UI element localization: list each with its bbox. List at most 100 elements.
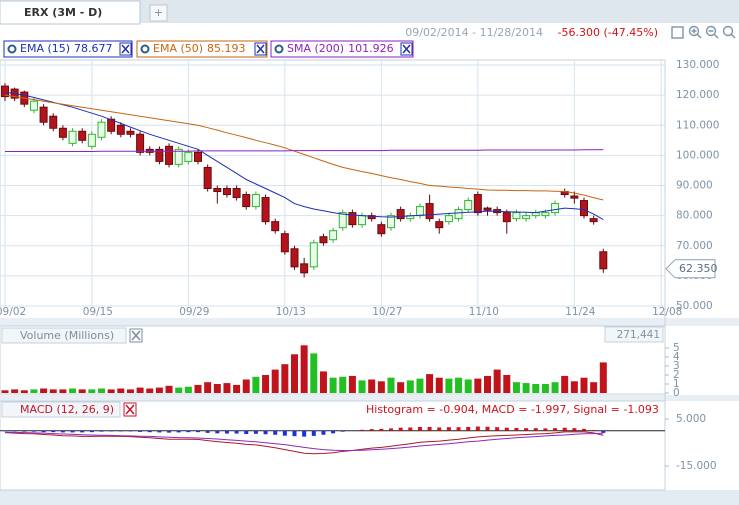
legend-icon <box>7 44 17 54</box>
histogram-bar <box>31 430 36 432</box>
volume-bar <box>20 390 28 393</box>
panel-close-glyph <box>125 404 135 415</box>
legend-item[interactable] <box>3 40 133 58</box>
histogram-bar <box>398 427 403 431</box>
y-tick-label: 3 <box>673 360 680 372</box>
volume-bar <box>1 390 9 393</box>
y-tick-label: 110.000 <box>676 119 719 131</box>
price-change: -56.300 (-47.45%) <box>558 26 658 39</box>
legend-label: SMA (200) 101.926 <box>287 42 394 55</box>
plot-area <box>0 400 666 491</box>
y-tick-label: 70.000 <box>676 240 713 252</box>
candle-body <box>126 130 135 135</box>
volume-bar <box>11 389 19 393</box>
candle-body <box>300 263 309 274</box>
candle-body <box>454 209 463 220</box>
histogram-bar <box>118 430 123 432</box>
y-tick-label: 1 <box>673 378 680 390</box>
volume-bar <box>117 388 125 393</box>
volume-bar <box>406 380 414 393</box>
candle-body <box>203 166 212 190</box>
volume-bar <box>165 385 173 393</box>
volume-bar <box>416 378 424 393</box>
volume-bar <box>59 389 67 393</box>
histogram-bar <box>427 426 432 431</box>
histogram-bar <box>331 430 336 434</box>
plot-area <box>0 325 666 395</box>
total-label: 271,441 <box>617 329 660 341</box>
volume-bar <box>69 388 77 393</box>
legend-value: 85.193 <box>207 42 246 55</box>
legend-item[interactable] <box>270 40 414 58</box>
volume-bar <box>271 369 279 393</box>
histogram-bar <box>360 429 365 431</box>
candle-body <box>242 194 251 208</box>
candle-body <box>136 133 145 153</box>
volume-bar <box>300 345 308 393</box>
candle-body <box>116 124 125 135</box>
candle-body <box>194 151 202 162</box>
candle-body <box>29 100 38 111</box>
candle-body <box>502 212 511 223</box>
histogram-bar <box>389 428 393 431</box>
candle-body <box>184 151 193 162</box>
candle-body <box>309 242 318 268</box>
candle-body <box>599 251 608 270</box>
histogram-bar <box>205 430 210 433</box>
histogram-bar <box>340 430 345 432</box>
volume-bar <box>348 375 356 393</box>
histogram-bar <box>196 430 200 433</box>
macd-line <box>4 431 604 455</box>
panel-title-box <box>1 327 127 344</box>
zoom-reset-button[interactable] <box>722 25 734 37</box>
volume-bar <box>88 389 96 393</box>
candle-body <box>232 188 241 199</box>
volume-bar <box>223 383 231 393</box>
volume-bar <box>493 369 501 393</box>
histogram-bar <box>533 428 538 431</box>
histogram-bar <box>591 430 596 431</box>
panel-title-box <box>1 401 121 418</box>
volume-bar <box>213 384 221 393</box>
candle-body <box>1 85 9 98</box>
candle-body <box>358 215 367 226</box>
candle-body <box>290 248 299 268</box>
total-box <box>604 326 664 343</box>
date-range: 09/02/2014 - 11/28/2014 <box>405 26 543 39</box>
fit-button[interactable] <box>671 26 684 39</box>
panel-separator <box>0 395 739 401</box>
y-tick-label: -15.000 <box>676 460 717 472</box>
candle-body <box>444 215 453 223</box>
legend-name: EMA (50) <box>153 42 203 55</box>
legend-close-glyph <box>402 44 411 54</box>
volume-bar <box>397 382 405 393</box>
volume-bar <box>599 362 607 393</box>
histogram-bar <box>601 430 606 433</box>
histogram-bar <box>60 430 65 433</box>
new-tab-button[interactable] <box>149 4 168 22</box>
zoom-out-button[interactable] <box>705 25 717 37</box>
histogram-bar <box>234 430 239 434</box>
histogram-bar <box>138 430 143 432</box>
legend-name: SMA (200) <box>287 42 344 55</box>
histogram-bar <box>263 430 268 435</box>
panel-title: MACD (12, 26, 9) <box>20 403 114 416</box>
panel-separator <box>0 318 739 326</box>
tab[interactable] <box>0 0 141 25</box>
legend-item[interactable] <box>136 40 268 58</box>
histogram-bar <box>417 426 422 431</box>
histogram-bar <box>70 430 75 433</box>
candle-body <box>49 115 58 129</box>
macd-legend: Histogram = -0.904, MACD = -1.997, Signa… <box>366 403 659 416</box>
histogram-bar <box>543 428 548 431</box>
zoom-in-button[interactable] <box>688 25 700 37</box>
legend-icon <box>140 44 150 54</box>
volume-bar <box>377 381 385 393</box>
candle-body <box>107 118 116 132</box>
candle-body <box>377 224 386 235</box>
volume-bar <box>512 382 520 393</box>
volume-bar <box>426 374 434 393</box>
y-tick-label: 120.000 <box>676 89 719 101</box>
candle-body <box>165 145 174 165</box>
legend-label: EMA (15) 78.677 <box>20 42 113 55</box>
